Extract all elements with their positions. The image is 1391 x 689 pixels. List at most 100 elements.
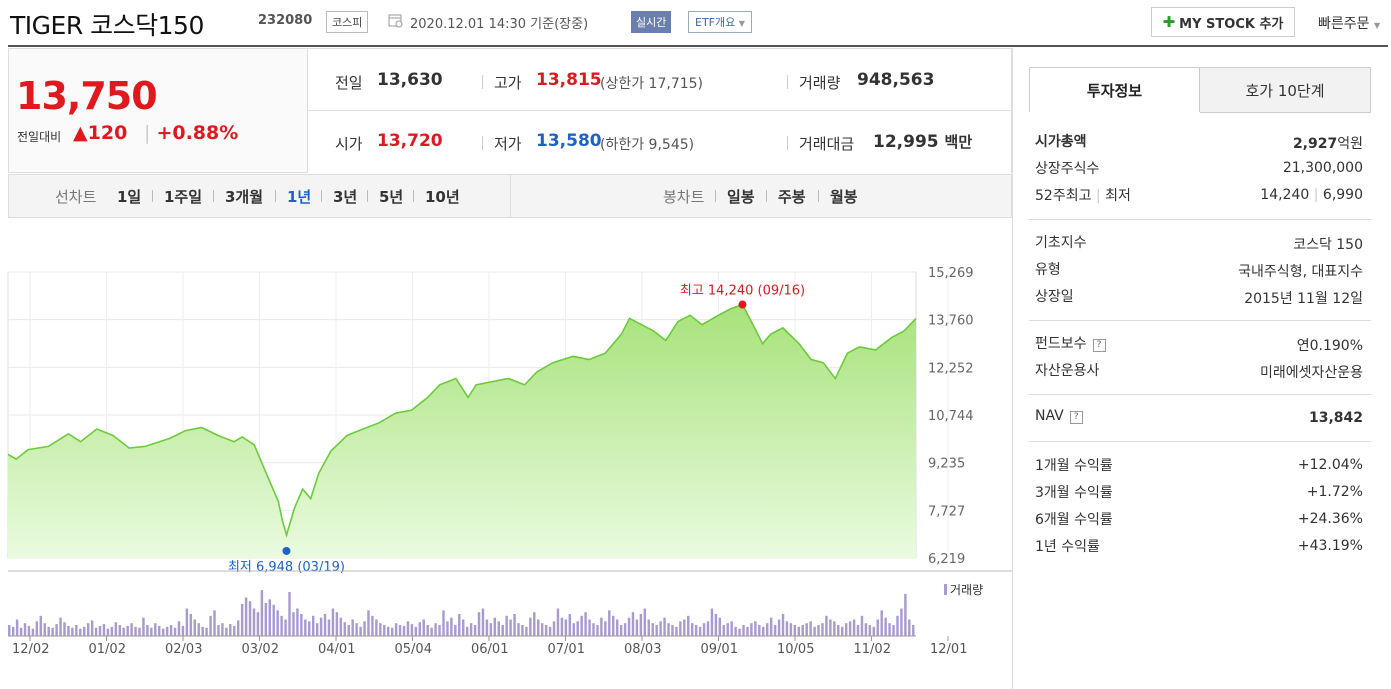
my-stock-add-button[interactable]: ✚ MY STOCK 추가 (1151, 7, 1295, 37)
volume-bar (789, 623, 793, 636)
candle-weekly[interactable]: 주봉 (778, 188, 806, 206)
volume-bar (619, 625, 623, 636)
volume-bar (683, 619, 686, 636)
period-3m[interactable]: 3개월 (225, 188, 264, 206)
volume-bar (714, 614, 718, 636)
manager-label: 자산운용사 (1035, 363, 1100, 379)
high-annotation: 최고 14,240 (09/16) (680, 284, 805, 299)
w52-label: 52주최고 | 최저 (1035, 188, 1131, 204)
volume-bar (15, 619, 19, 636)
volume-bar (193, 619, 196, 636)
volume-bar (481, 608, 485, 636)
volume-bar (59, 617, 62, 636)
volume-bar (821, 623, 824, 636)
fee-value: 연0.190% (1296, 338, 1363, 354)
volume-bar (754, 621, 757, 636)
volume-bar (296, 608, 299, 636)
return-1y-label: 1년 수익률 (1035, 539, 1100, 555)
market-cap-value: 2,927억원 (1293, 133, 1363, 153)
volume-bar (750, 623, 753, 636)
change-label: 전일대비 (17, 130, 62, 144)
volume-bar (347, 625, 350, 636)
w52-high-value: 14,240 (1260, 187, 1310, 203)
period-1d[interactable]: 1일 (117, 188, 142, 206)
volume-bar (659, 621, 662, 636)
volume-bar (134, 626, 137, 636)
volume-bar (142, 617, 145, 636)
manager-value: 미래에셋자산운용 (1259, 365, 1363, 381)
volume-bar (544, 625, 548, 636)
volume-bar (769, 617, 773, 636)
market-cap-number: 2,927 (1292, 136, 1338, 152)
volume-bar (343, 622, 347, 636)
volume-bar (758, 625, 761, 636)
period-3y[interactable]: 3년 (333, 188, 358, 206)
return-1m-value: +12.04% (1297, 457, 1363, 473)
price-chart[interactable]: 15,269 13,760 12,252 10,744 9,235 7,727 6,219 최… (0, 222, 1012, 689)
market-cap-unit: 억원 (1337, 136, 1363, 152)
period-1w[interactable]: 1주일 (164, 188, 203, 206)
x-tick-label: 05/04 (395, 642, 432, 657)
volume-bar (844, 623, 848, 636)
volume-bar (540, 623, 544, 636)
low-annotation: 최저 6,948 (03/19) (228, 560, 345, 575)
volume-bar (422, 619, 425, 636)
etf-overview-button[interactable]: ETF개요 ▼ (688, 11, 752, 33)
listing-value: 2015년 11월 12일 (1244, 291, 1363, 307)
x-tick-label: 12/01 (930, 642, 967, 657)
open-value: 13,720 (377, 131, 443, 151)
base-index-value: 코스닥 150 (1293, 237, 1363, 253)
period-1y[interactable]: 1년 (287, 188, 312, 206)
volume-bar (840, 626, 844, 636)
volume-bar (51, 627, 54, 636)
tab-invest-info[interactable]: 투자정보 (1029, 67, 1200, 113)
return-3m-label: 3개월 수익률 (1035, 485, 1113, 501)
volume-bar (244, 597, 248, 636)
volume-bar (442, 610, 445, 636)
volume-bar (371, 615, 374, 636)
volume-bar (363, 621, 366, 636)
w52-low-label: 최저 (1105, 188, 1131, 204)
volume-bar (173, 627, 177, 636)
x-tick-label: 09/01 (701, 642, 738, 657)
volume-bar (525, 626, 528, 636)
x-tick-label: 04/01 (318, 642, 355, 657)
volume-bar (19, 627, 23, 636)
volume-bar (410, 624, 414, 636)
candle-daily[interactable]: 일봉 (727, 188, 755, 206)
volume-bar (110, 626, 114, 636)
volume-bar (379, 623, 382, 636)
x-tick-label: 10/05 (777, 642, 814, 657)
period-10y[interactable]: 10년 (425, 188, 460, 206)
volume-bar (126, 625, 129, 636)
realtime-button[interactable]: 실시간 (631, 11, 672, 33)
volume-bar (900, 608, 903, 636)
period-5y[interactable]: 5년 (379, 188, 404, 206)
volume-bar (773, 625, 777, 636)
candle-monthly[interactable]: 월봉 (830, 188, 858, 206)
volume-bar (848, 621, 852, 636)
volume-bar (161, 628, 165, 636)
volume-bar (27, 625, 31, 636)
help-icon[interactable]: ? (1069, 411, 1083, 424)
divider (787, 136, 788, 150)
volume-bar (264, 603, 268, 636)
volume-bar (852, 619, 856, 636)
datetime-text: 2020.12.01 14:30 기준(장중) (410, 17, 589, 32)
y-tick-label: 9,235 (928, 457, 965, 472)
volume-bar (256, 612, 260, 636)
volume-bar (94, 627, 98, 636)
volume-bar (623, 623, 627, 636)
tab-order-book[interactable]: 호가 10단계 (1199, 67, 1371, 113)
volume-bar (785, 621, 789, 636)
change-percent: | +0.88% (144, 122, 239, 144)
quick-order-button[interactable]: 빠른주문 ▼ (1318, 13, 1380, 33)
volume-bar (829, 619, 832, 636)
help-icon[interactable]: ? (1092, 339, 1106, 352)
nav-value: 13,842 (1308, 410, 1363, 426)
volume-bar (872, 626, 876, 636)
section-divider (1029, 441, 1371, 442)
type-label: 유형 (1035, 262, 1061, 278)
volume-legend-swatch (944, 584, 947, 595)
volume-bar (205, 627, 208, 636)
